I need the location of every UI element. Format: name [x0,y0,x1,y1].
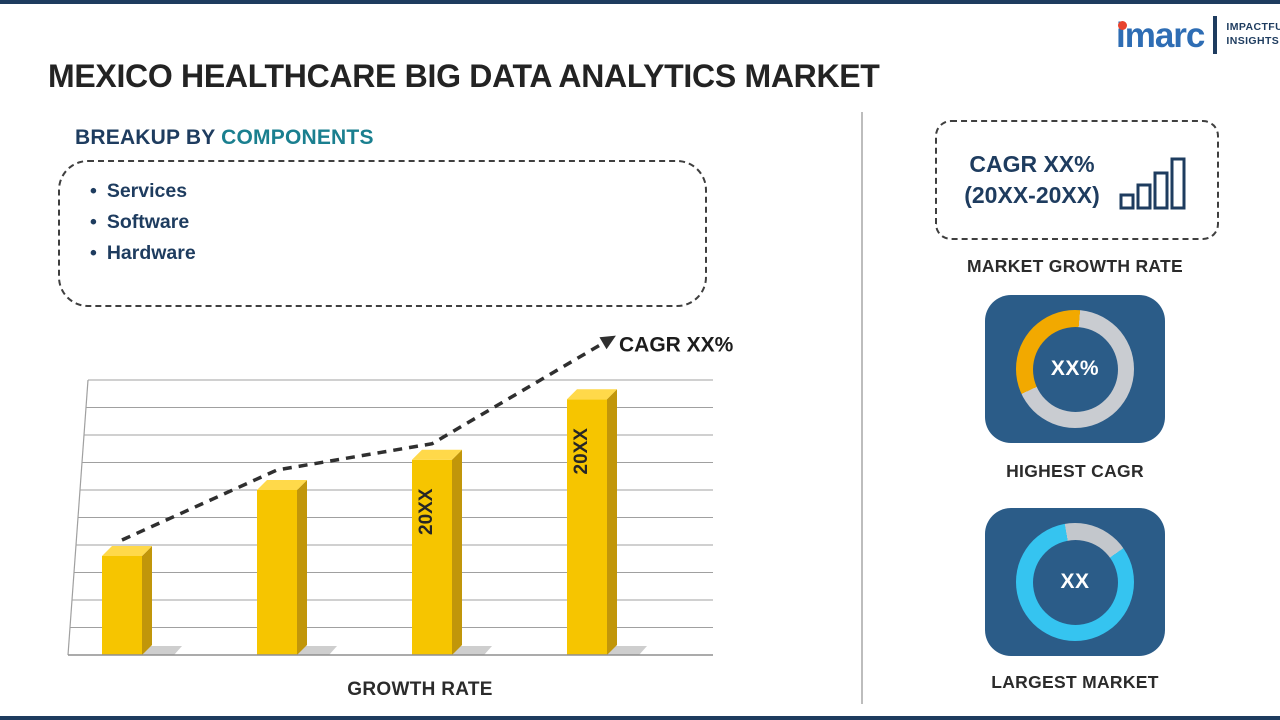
components-list: Services Software Hardware [60,176,705,269]
vertical-divider [861,112,863,704]
brand-dot-icon [1118,20,1127,30]
cagr-line1: CAGR XX% [969,150,1095,177]
growth-bar-chart: 20XX 20XX CAGR XX% [58,325,734,670]
component-item-software: Software [90,207,705,238]
component-item-hardware: Hardware [90,238,705,269]
highest-cagr-card: XX% [985,295,1165,443]
bar-chart-icon [1119,157,1186,210]
largest-market-donut: XX [1016,523,1134,641]
svg-text:20XX: 20XX [571,428,592,475]
breakup-heading: BREAKUP BY COMPONENTS [75,126,374,150]
market-growth-rate-label: MARKET GROWTH RATE [966,256,1184,276]
growth-bar-chart-svg: 20XX 20XX CAGR XX% [67,333,734,656]
cagr-line2: (20XX-20XX) [964,182,1100,208]
largest-market-label: LARGEST MARKET [991,672,1159,692]
largest-market-card: XX [985,508,1165,656]
brand-text: imarc [1116,15,1205,55]
brand-wrap: imarc [1116,15,1205,55]
page-title: MEXICO HEALTHCARE BIG DATA ANALYTICS MAR… [48,58,880,94]
highest-cagr-value: XX% [1032,326,1118,412]
highest-cagr-label: HIGHEST CAGR [1006,461,1144,481]
bottom-border-bar [0,716,1280,720]
svg-text:20XX: 20XX [416,488,437,535]
tagline-line2: INSIGHTS [1226,35,1280,47]
components-box: Services Software Hardware [58,160,707,307]
chart-x-axis-label: GROWTH RATE [347,679,493,700]
component-item-services: Services [90,176,705,207]
top-border-bar [0,0,1280,4]
logo-divider [1213,16,1218,54]
svg-text:CAGR XX%: CAGR XX% [619,333,734,356]
breakup-heading-prefix: BREAKUP BY [75,126,216,149]
cagr-text: CAGR XX% (20XX-20XX) [964,149,1100,211]
tagline-line1: IMPACTFUL [1226,21,1280,34]
largest-market-value: XX [1032,539,1118,625]
highest-cagr-donut: XX% [1016,310,1134,428]
logo-tagline: IMPACTFUL INSIGHTS [1226,21,1280,48]
market-growth-rate-box: CAGR XX% (20XX-20XX) [935,120,1219,240]
imarc-logo: imarc IMPACTFUL INSIGHTS [1116,16,1280,54]
breakup-heading-highlight: COMPONENTS [221,126,374,149]
